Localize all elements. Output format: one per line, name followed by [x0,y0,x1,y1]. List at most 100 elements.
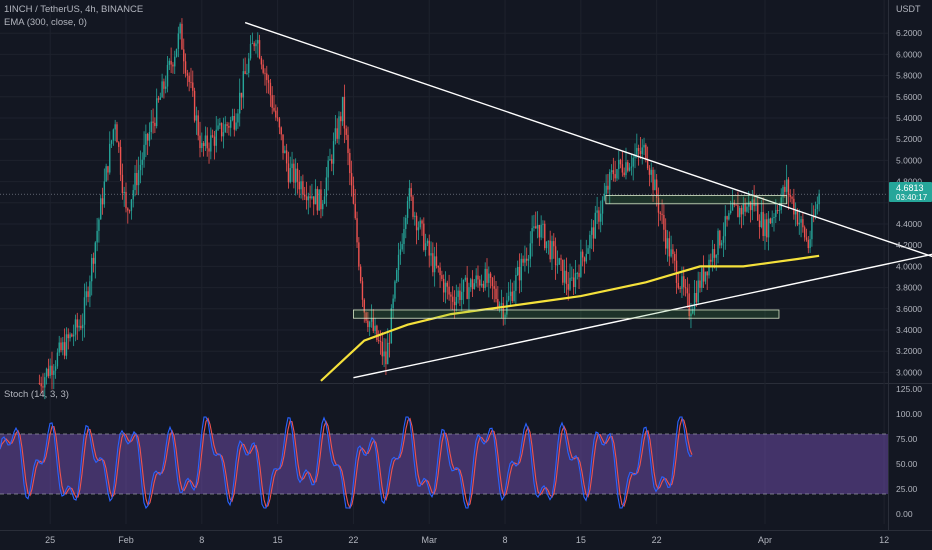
candle-body [610,170,613,173]
candle-body [320,189,322,210]
candle-body [742,203,745,215]
candle-body [139,164,142,171]
candle-body [332,141,335,164]
candle-body [347,134,349,153]
candle-body [677,282,680,288]
candle-body [800,219,802,223]
candle-body [248,58,250,73]
candle-body [507,296,510,301]
candle-body [711,249,714,262]
stoch-tick-label: 125.00 [896,384,922,394]
symbol-legend[interactable]: 1INCH / TetherUS, 4h, BINANCE [4,4,144,15]
candle-body [405,217,407,230]
candle-body [363,299,365,313]
candle-body [518,266,521,281]
candle-body [598,210,600,222]
candle-body [726,216,728,220]
candle-body [222,132,225,137]
candle-body [202,143,205,147]
candle-body [349,152,351,174]
candle-series[interactable] [38,18,820,400]
candle-body [183,49,185,62]
candle-body [802,219,804,228]
ascending-trendline[interactable] [353,235,932,379]
candle-body [423,223,425,250]
time-axis[interactable]: 1825Feb81522Mar81522Apr121925 [0,535,932,545]
candle-body [791,196,793,199]
candle-body [322,203,324,210]
support-zone-box[interactable] [353,309,780,319]
price-tick-label: 3.0000 [896,367,922,377]
candle-body [249,43,252,59]
candle-body [769,218,772,224]
candle-body [498,304,501,308]
candle-body [78,325,80,328]
candle-body [744,203,746,212]
stoch-pane[interactable] [0,384,888,524]
price-tick-label: 5.6000 [896,92,922,102]
candle-body [204,135,207,147]
candle-body [488,273,490,283]
candle-body [549,240,551,260]
candle-body [520,258,522,281]
candle-body [688,293,690,317]
candle-body [192,82,194,91]
stoch-k-line[interactable] [0,416,693,510]
ema-line[interactable] [320,254,820,382]
candle-body [782,186,784,198]
candle-body [331,159,333,164]
candle-body [224,124,226,133]
candle-body [695,292,698,303]
candle-body [558,258,560,265]
candle-body [215,129,217,146]
candle-body [697,280,699,303]
candle-body [110,140,113,144]
price-tick-label: 5.8000 [896,71,922,81]
stoch-axis[interactable]: 125.00 100.00 75.00 50.00 25.00 0.00 [896,384,922,519]
candle-body [798,222,800,225]
candle-body [237,113,239,123]
candle-body [818,193,820,205]
descending-trendline[interactable] [244,21,932,277]
candle-body [220,123,223,137]
candle-body [53,370,55,375]
candle-body [459,290,461,300]
bar-countdown: 03:40:17 [896,193,928,202]
stoch-legend[interactable]: Stoch (14, 3, 3) [4,389,69,400]
candle-body [690,313,692,317]
candle-body [751,199,754,211]
candle-body [538,224,541,238]
resistance-zone-box[interactable] [605,195,788,205]
last-price-tag [889,182,932,202]
candle-body [674,254,676,261]
candle-body [44,377,46,388]
candle-body [585,253,587,262]
candle-body [720,242,723,246]
candle-body [757,202,759,221]
candle-body [193,90,196,121]
candle-body [594,212,596,239]
stoch-tick-label: 25.00 [896,484,918,494]
candle-body [426,240,429,244]
ema-legend[interactable]: EMA (300, close, 0) [4,17,87,28]
candle-body [85,291,87,298]
candle-body [776,210,779,211]
candle-body [536,224,539,229]
candle-body [535,226,537,229]
candle-body [701,268,703,288]
candle-body [457,290,459,297]
candle-body [296,168,299,182]
candle-body [524,258,526,263]
price-axis[interactable]: USDT 6.2000 6.0000 5.8000 5.6000 5.4000 5.200… [889,4,932,377]
candle-body [417,227,420,231]
time-tick-label: 8 [199,535,204,545]
candle-body [448,286,450,295]
candle-body [811,216,813,240]
candle-body [260,58,263,65]
candle-body [724,216,726,237]
candle-body [188,75,190,82]
candle-body [358,242,360,267]
candle-body [141,159,143,165]
price-tick-label: 5.4000 [896,113,922,123]
